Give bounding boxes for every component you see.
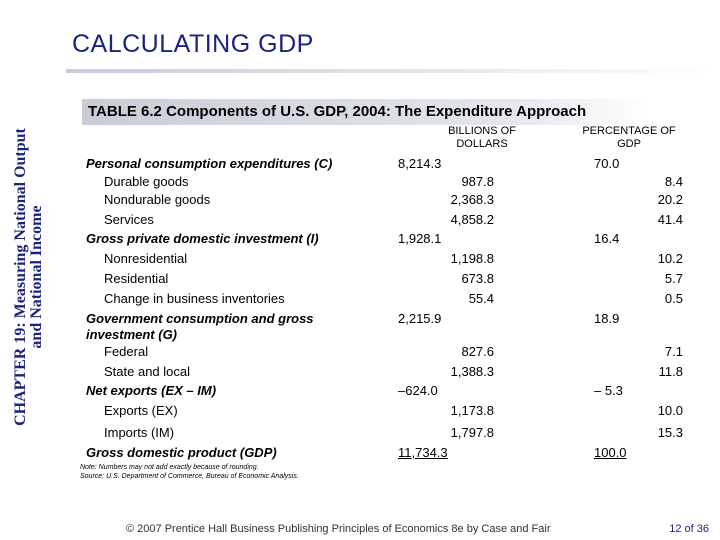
- exports-billions: 1,173.8: [450, 403, 494, 418]
- table-source: Source: U.S. Department of Commerce, Bur…: [80, 473, 299, 480]
- column-header-percent: PERCENTAGE OF GDP: [582, 125, 676, 150]
- chapter-title: CHAPTER 19: Measuring National Output an…: [12, 128, 45, 426]
- row-label-nondurable: Nondurable goods: [104, 192, 211, 207]
- row-label-government: Government consumption and gross: [86, 311, 314, 326]
- table-title-bar: [82, 99, 650, 125]
- row-label-gpdi: Gross private domestic investment (I): [86, 231, 319, 246]
- row-label-services: Services: [104, 212, 154, 227]
- row-label-gdp: Gross domestic product (GDP): [86, 445, 277, 460]
- row-label-durable: Durable goods: [104, 174, 189, 189]
- inventories-percent: 0.5: [664, 291, 683, 306]
- residential-percent: 5.7: [664, 271, 683, 286]
- nonresidential-percent: 10.2: [657, 251, 683, 266]
- table-note: Note: Numbers may not add exactly becaus…: [80, 464, 259, 471]
- row-label-net-exports: Net exports (EX – IM): [86, 383, 217, 398]
- row-label-government-cont: investment (G): [86, 327, 178, 342]
- net-exports-percent: – 5.3: [594, 383, 623, 398]
- row-label-inventories: Change in business inventories: [104, 291, 285, 306]
- page-number: 12 of 36: [669, 523, 709, 535]
- government-billions: 2,215.9: [398, 311, 442, 326]
- table-title: TABLE 6.2 Components of U.S. GDP, 2004: …: [88, 103, 587, 120]
- title-divider: [66, 69, 720, 73]
- net-exports-billions: –624.0: [398, 383, 438, 398]
- gpdi-billions: 1,928.1: [398, 231, 442, 246]
- chapter-sidebar: CHAPTER 19: Measuring National Output an…: [0, 92, 58, 462]
- imports-percent: 15.3: [657, 425, 683, 440]
- services-billions: 4,858.2: [450, 212, 494, 227]
- pce-percent: 70.0: [594, 156, 620, 171]
- durable-percent: 8.4: [664, 174, 683, 189]
- nondurable-percent: 20.2: [657, 192, 683, 207]
- state-local-billions: 1,388.3: [450, 364, 494, 379]
- row-label-nonresidential: Nonresidential: [104, 251, 188, 266]
- footer-copyright: © 2007 Prentice Hall Business Publishing…: [126, 523, 551, 535]
- row-label-federal: Federal: [104, 344, 149, 359]
- row-label-state-local: State and local: [104, 364, 191, 379]
- durable-billions: 987.8: [461, 174, 494, 189]
- federal-billions: 827.6: [461, 344, 494, 359]
- state-local-percent: 11.8: [658, 364, 683, 379]
- government-percent: 18.9: [594, 311, 620, 326]
- nondurable-billions: 2,368.3: [450, 192, 494, 207]
- pce-billions: 8,214.3: [398, 156, 442, 171]
- federal-percent: 7.1: [664, 344, 683, 359]
- row-label-residential: Residential: [104, 271, 169, 286]
- imports-billions: 1,797.8: [450, 425, 494, 440]
- slide-title: CALCULATING GDP: [72, 30, 314, 58]
- gdp-percent: 100.0: [594, 445, 627, 460]
- nonresidential-billions: 1,198.8: [450, 251, 494, 266]
- row-label-imports: Imports (IM): [104, 425, 175, 440]
- gpdi-percent: 16.4: [594, 231, 620, 246]
- inventories-billions: 55.4: [468, 291, 494, 306]
- gdp-billions: 11,734.3: [398, 445, 448, 460]
- residential-billions: 673.8: [461, 271, 494, 286]
- row-label-pce: Personal consumption expenditures (C): [86, 156, 333, 171]
- exports-percent: 10.0: [657, 403, 683, 418]
- column-header-billions: BILLIONS OF DOLLARS: [448, 125, 516, 150]
- row-label-exports: Exports (EX): [104, 403, 178, 418]
- services-percent: 41.4: [657, 212, 683, 227]
